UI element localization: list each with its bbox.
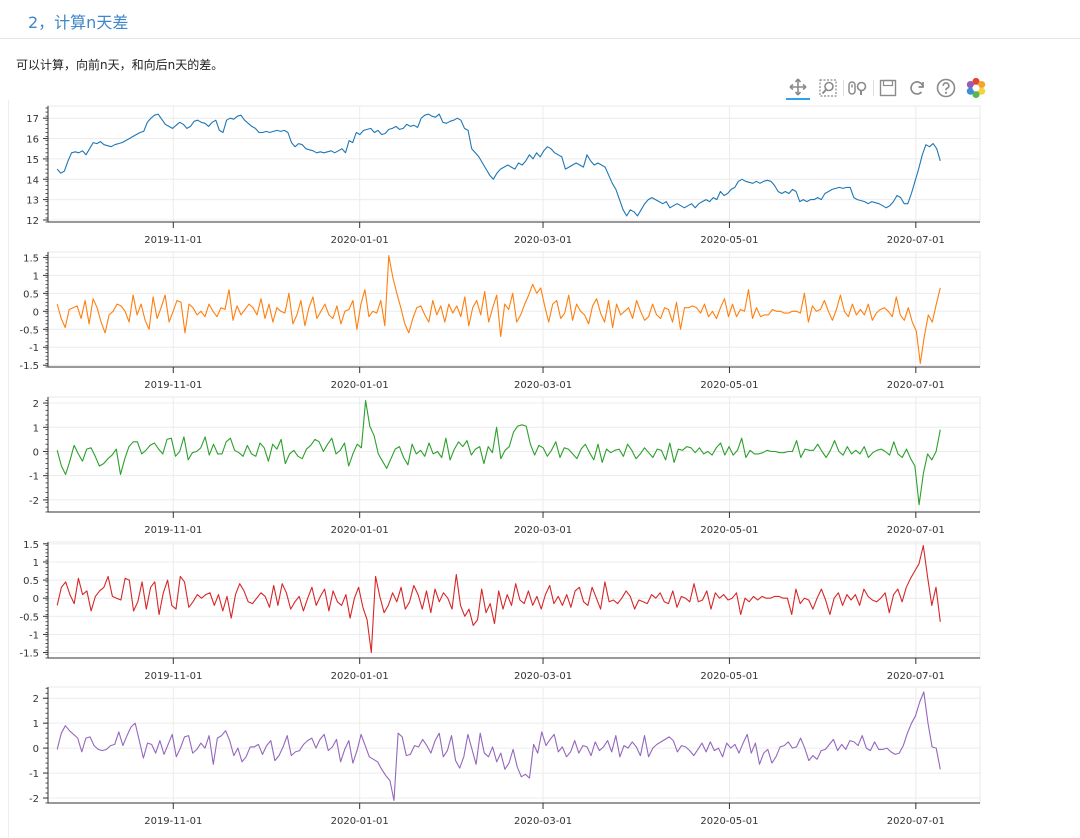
y-tick-label: 15 — [26, 155, 39, 166]
y-tick-label: 0.5 — [23, 289, 39, 300]
x-tick-label: 2019-11-01 — [144, 671, 202, 682]
bokeh-logo[interactable] — [964, 76, 988, 100]
x-tick-label: 2019-11-01 — [144, 380, 202, 391]
x-tick-label: 2020-01-01 — [331, 235, 389, 246]
x-tick-label: 2020-07-01 — [887, 671, 945, 682]
y-tick-label: -1 — [29, 769, 39, 780]
x-tick-label: 2020-03-01 — [514, 525, 572, 536]
x-tick-label: 2019-11-01 — [144, 525, 202, 536]
y-tick-label: 0.5 — [23, 576, 39, 587]
x-tick-label: 2020-01-01 — [331, 525, 389, 536]
x-tick-label: 2020-05-01 — [700, 525, 758, 536]
box-zoom-tool[interactable] — [816, 76, 840, 100]
plot-area-1 — [47, 105, 981, 223]
y-tick-label: 1 — [33, 719, 39, 730]
y-tick-label: -1 — [29, 472, 39, 483]
series-line-diff_-2 — [56, 691, 941, 802]
y-tick-label: -2 — [29, 794, 39, 805]
x-tick-label: 2020-03-01 — [514, 671, 572, 682]
wheel-zoom-tool[interactable] — [846, 76, 870, 100]
y-tick-label: 1 — [33, 271, 39, 282]
series-line-diff_2 — [56, 400, 941, 506]
reset-tool[interactable] — [905, 76, 929, 100]
save-icon — [879, 79, 897, 97]
x-tick-label: 2020-07-01 — [887, 380, 945, 391]
x-tick-label: 2020-05-01 — [700, 816, 758, 827]
y-tick-label: -1 — [29, 343, 39, 354]
y-tick-label: 17 — [26, 114, 39, 125]
x-tick-label: 2020-07-01 — [887, 816, 945, 827]
x-tick-label: 2020-05-01 — [700, 380, 758, 391]
wheel-zoom-icon — [848, 81, 867, 95]
x-tick-label: 2020-03-01 — [514, 816, 572, 827]
bokeh-logo-icon — [966, 77, 986, 99]
y-tick-label: -0.5 — [19, 325, 39, 336]
y-tick-label: -1 — [29, 630, 39, 641]
y-tick-label: 13 — [26, 196, 39, 207]
y-tick-label: 0 — [33, 744, 39, 755]
help-icon — [936, 78, 956, 98]
y-tick-label: -0.5 — [19, 612, 39, 623]
section-heading: 2，计算n天差 — [0, 0, 1080, 39]
help-tool[interactable] — [934, 76, 958, 100]
save-tool[interactable] — [876, 76, 900, 100]
x-tick-label: 2020-01-01 — [331, 380, 389, 391]
x-tick-label: 2020-05-01 — [700, 671, 758, 682]
pan-tool[interactable] — [786, 76, 810, 100]
y-tick-label: -1.5 — [19, 361, 39, 372]
y-tick-label: 0 — [33, 594, 39, 605]
y-tick-label: 0 — [33, 447, 39, 458]
y-tick-label: 12 — [26, 216, 39, 227]
box-zoom-icon — [819, 79, 837, 97]
y-tick-label: 2 — [33, 399, 39, 410]
series-line-close — [56, 113, 941, 217]
y-tick-label: 16 — [26, 135, 39, 146]
x-tick-label: 2020-03-01 — [514, 235, 572, 246]
x-tick-label: 2020-07-01 — [887, 235, 945, 246]
bokeh-toolbar — [784, 74, 994, 102]
y-tick-label: -1.5 — [19, 649, 39, 660]
y-tick-label: 0 — [33, 307, 39, 318]
series-line-diff_1 — [56, 255, 941, 364]
plot-area-3 — [47, 396, 981, 513]
y-tick-label: 1.5 — [23, 253, 39, 264]
plot-area-4 — [47, 541, 981, 659]
y-tick-label: 1 — [33, 423, 39, 434]
x-tick-label: 2020-03-01 — [514, 380, 572, 391]
y-tick-label: -2 — [29, 496, 39, 507]
pan-icon — [789, 78, 807, 96]
x-tick-label: 2019-11-01 — [144, 235, 202, 246]
y-tick-label: 1.5 — [23, 540, 39, 551]
section-title: 2，计算n天差 — [28, 13, 129, 32]
y-tick-label: 14 — [26, 175, 39, 186]
x-tick-label: 2020-07-01 — [887, 525, 945, 536]
x-tick-label: 2020-01-01 — [331, 671, 389, 682]
plot-area-2 — [47, 251, 981, 368]
x-tick-label: 2019-11-01 — [144, 816, 202, 827]
plot-area-5 — [47, 686, 981, 804]
description-text: 可以计算，向前n天，和向后n天的差。 — [16, 58, 224, 72]
series-line-diff_-1 — [56, 545, 941, 654]
y-tick-label: 1 — [33, 558, 39, 569]
y-tick-label: 2 — [33, 694, 39, 705]
reset-icon — [910, 81, 924, 95]
x-tick-label: 2020-01-01 — [331, 816, 389, 827]
x-tick-label: 2020-05-01 — [700, 235, 758, 246]
